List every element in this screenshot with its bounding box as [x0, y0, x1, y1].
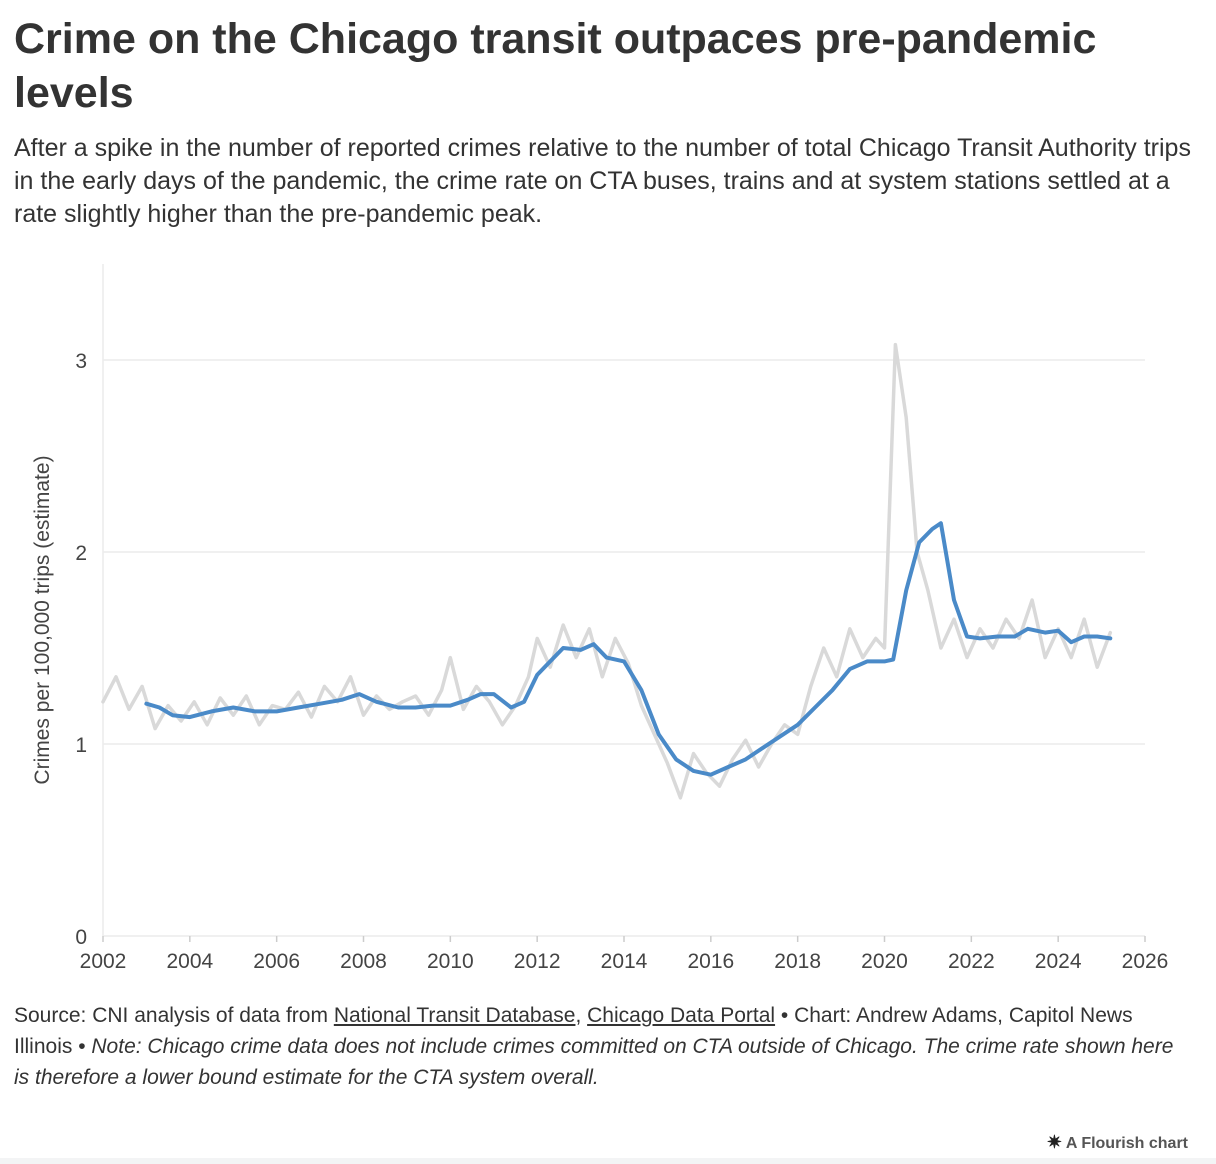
x-tick-label: 2018 — [774, 950, 821, 973]
flourish-attribution[interactable]: ✷ A Flourish chart — [1047, 1132, 1188, 1153]
chart-subtitle: After a spike in the number of reported … — [14, 134, 1191, 228]
x-tick-label: 2014 — [601, 950, 648, 973]
y-tick-label: 2 — [75, 542, 87, 565]
monthly-series-line — [101, 342, 1113, 800]
x-axis-ticks: 2002 2004 2006 2008 2010 2012 2014 2016 2018 2020… — [80, 936, 1169, 973]
y-axis-label: Crimes per 100,000 trips (estimate) — [31, 455, 54, 784]
grid-lines — [103, 359, 1145, 745]
y-axis-ticks: 0 1 2 3 — [75, 350, 87, 949]
flourish-logo-icon: ✷ — [1046, 1132, 1062, 1152]
y-tick-label: 3 — [75, 350, 87, 373]
chicago-data-portal-link[interactable]: Chicago Data Portal — [587, 1004, 776, 1027]
line-chart: 2002 2004 2006 2008 2010 2012 2014 2016 2018 2020… — [31, 264, 1169, 973]
x-tick-label: 2002 — [80, 950, 127, 973]
chart-credit: • Chart: Andrew Adams, Capitol News Illi… — [14, 1004, 1133, 1058]
x-tick-label: 2008 — [340, 950, 387, 973]
x-tick-label: 2006 — [253, 950, 300, 973]
chart-title: Crime on the Chicago transit outpaces pr… — [14, 15, 1097, 117]
x-tick-label: 2024 — [1035, 950, 1082, 973]
x-tick-label: 2012 — [514, 950, 561, 973]
source-separator: , — [575, 1004, 588, 1027]
x-tick-label: 2020 — [861, 950, 908, 973]
x-tick-label: 2022 — [948, 950, 995, 973]
chart-footer: Source: CNI analysis of data from Nation… — [14, 1000, 1174, 1093]
x-tick-label: 2010 — [427, 950, 474, 973]
flourish-label: A Flourish chart — [1065, 1135, 1188, 1152]
series-lines — [101, 342, 1113, 800]
national-transit-database-link[interactable]: National Transit Database — [333, 1004, 576, 1027]
y-tick-label: 0 — [75, 926, 87, 949]
rolling-average-series-line — [144, 521, 1113, 777]
y-tick-label: 1 — [75, 734, 87, 757]
x-tick-label: 2026 — [1122, 950, 1169, 973]
x-tick-label: 2004 — [166, 950, 213, 973]
data-note: Note: Chicago crime data does not includ… — [14, 1035, 1174, 1089]
x-tick-label: 2016 — [687, 950, 734, 973]
bottom-bar — [0, 1158, 1216, 1164]
source-prefix: Source: CNI analysis of data from — [14, 1004, 334, 1027]
